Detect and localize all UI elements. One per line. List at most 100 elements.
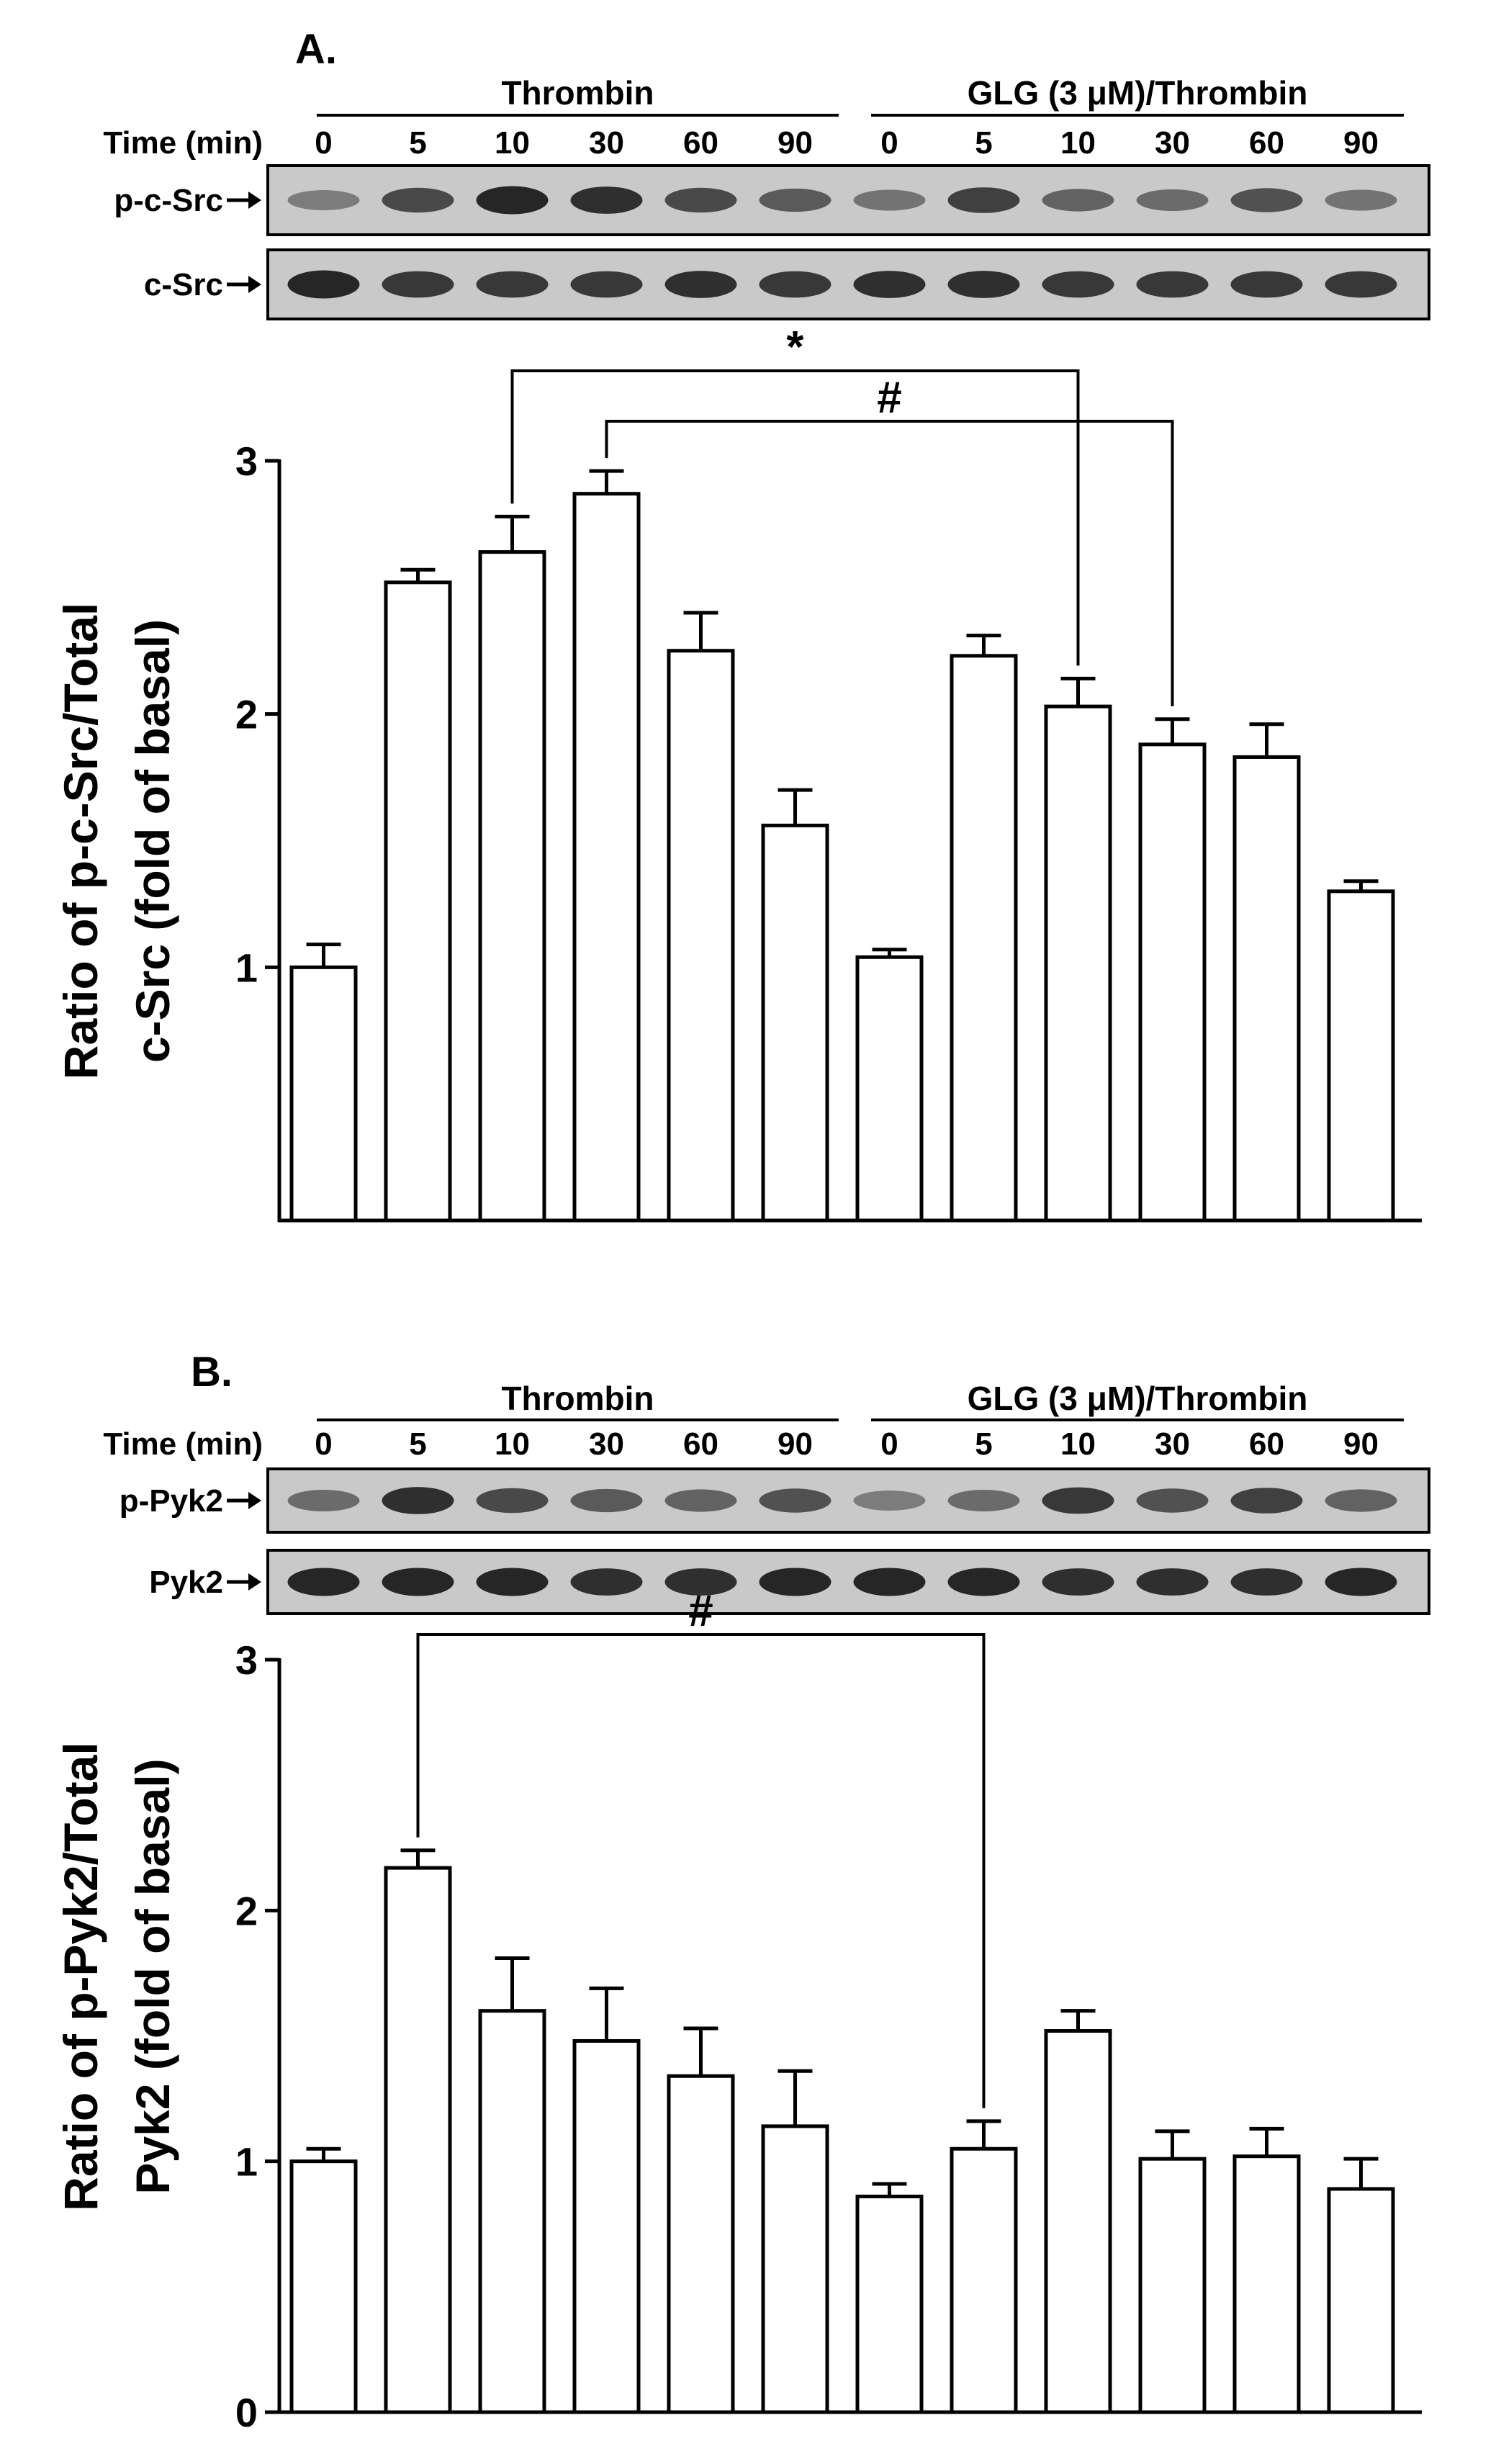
bar [950,654,1018,1223]
time-point: 30 [1155,1426,1190,1462]
y-axis-label: Ratio of p-c-Src/Total [54,603,107,1079]
blot-band [664,1489,737,1512]
blot-band [476,186,549,215]
y-axis-label: Pyk2 (fold of basal) [126,1758,179,2194]
blot-band [570,1568,643,1596]
significance-marker: # [877,373,901,423]
blot-arrow-head [248,192,261,209]
bar [1044,2029,1112,2414]
y-tick-label: 3 [235,1637,258,1683]
blot-arrow-head [248,276,261,293]
blot-band [759,1488,831,1513]
time-point: 30 [589,125,624,161]
blot-arrow-head [248,1492,261,1509]
blot-band [759,188,831,212]
blot-band [287,1489,360,1512]
time-point: 90 [1343,1426,1379,1462]
blot-band [664,187,737,213]
blot-band [287,1568,360,1596]
blot-band [1325,189,1397,211]
time-point: 0 [880,1426,898,1462]
y-tick-label: 1 [235,2139,258,2185]
blot-band [853,189,926,211]
blot-band [1325,271,1397,298]
blot-band [947,1489,1020,1512]
bar [855,955,924,1223]
significance-bracket [510,369,1080,666]
y-axis-label: Ratio of p-Pyk2/Total [54,1742,107,2211]
blot-band [1136,189,1209,212]
time-point: 5 [975,125,992,161]
blot-band [947,271,1020,298]
y-tick-label: 1 [235,945,258,990]
time-point: 5 [975,1426,992,1462]
time-point: 60 [1249,1426,1284,1462]
bar [478,550,546,1223]
blot-band [1325,1489,1397,1512]
time-point: 10 [495,1426,530,1462]
blot-band [476,1488,549,1514]
bar [1232,2154,1301,2414]
bar [478,2009,546,2414]
bar [1044,704,1112,1223]
blot-band [664,271,737,298]
bar [1327,889,1395,1223]
panel-label: A. [295,26,337,73]
y-tick-label: 0 [235,2390,258,2435]
y-tick-label: 2 [235,692,258,737]
significance-marker: * [786,323,804,372]
y-axis-label: c-Src (fold of basal) [126,619,179,1063]
blot-band [1042,1487,1114,1514]
blot-band [1042,1568,1114,1596]
bar [667,2074,735,2414]
blot-band [759,271,831,298]
blot-band [664,1568,737,1596]
blot-band [476,1568,549,1596]
bar [950,2146,1018,2414]
blot-band [853,271,926,298]
blot-row-label: p-c-Src [114,183,223,218]
bar [1138,742,1207,1223]
bar [761,2124,829,2414]
time-point: 60 [1249,125,1284,161]
blot-band [1042,189,1114,212]
blot-band [382,1487,454,1514]
blot-band [570,1488,643,1513]
group-title: Thrombin [501,1380,654,1417]
blot-band [853,1490,926,1511]
y-tick-label: 2 [235,1888,258,1933]
time-point: 90 [777,1426,813,1462]
blot-band [570,271,643,298]
blot-band [287,190,360,210]
group-title: GLG (3 μM)/Thrombin [968,1380,1308,1417]
time-label: Time (min) [103,1426,263,1462]
bar [1138,2157,1207,2414]
bar [761,823,829,1223]
blot-band [287,270,360,299]
bar [384,1866,452,2414]
blot-band [1136,271,1209,298]
blot-band [1325,1568,1397,1596]
bar [289,2159,358,2414]
group-title: GLG (3 μM)/Thrombin [968,74,1308,112]
time-point: 90 [1343,125,1379,161]
blot-arrow-head [248,1573,261,1591]
blot-band [947,187,1020,213]
blot-band [1042,271,1114,298]
bar [572,492,641,1223]
bar [572,2038,641,2414]
blot-band [759,1568,831,1596]
blot-row-label: p-Pyk2 [120,1483,223,1519]
significance-bracket [605,420,1174,706]
blot-band [1136,1568,1209,1596]
blot-band [1230,188,1303,212]
time-point: 0 [315,1426,332,1462]
blot-band [1136,1488,1209,1513]
bar [667,649,735,1223]
time-point: 90 [777,125,813,161]
time-point: 60 [683,125,718,161]
time-point: 0 [880,125,898,161]
time-point: 10 [495,125,530,161]
bar [1327,2187,1395,2414]
